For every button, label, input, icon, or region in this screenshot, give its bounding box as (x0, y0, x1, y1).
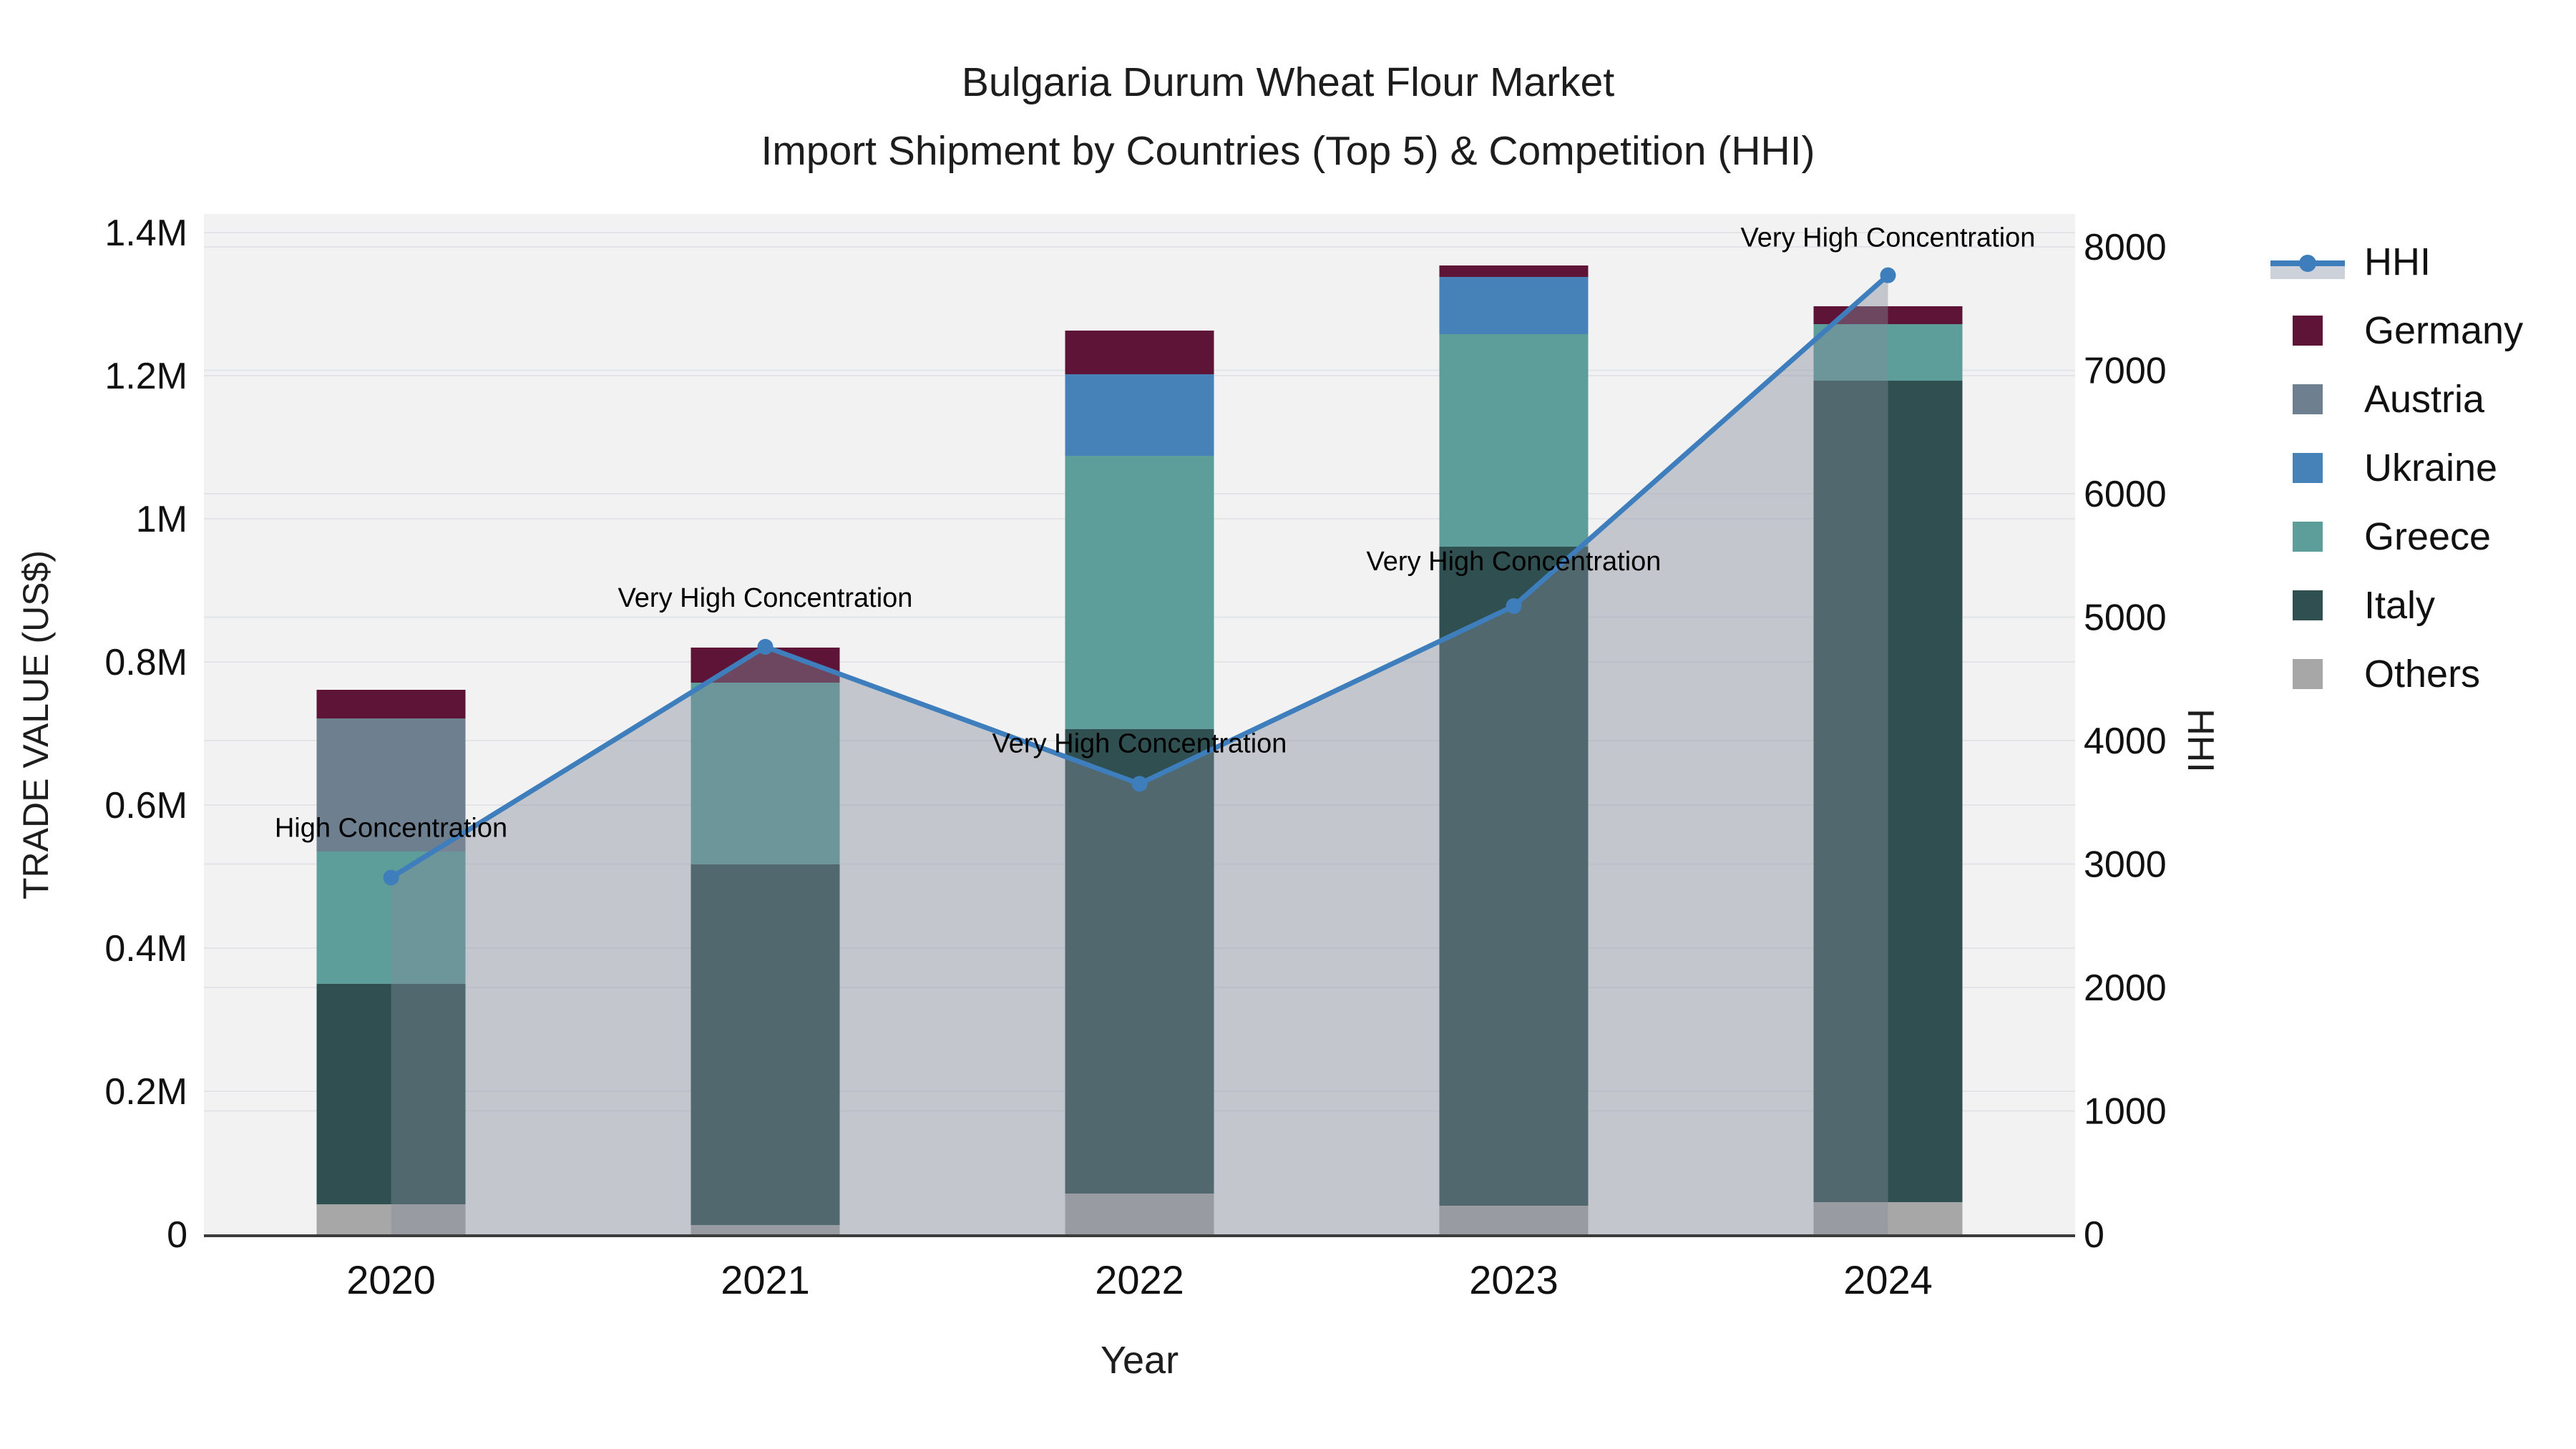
tick-left-0.2M: 0.2M (104, 1071, 187, 1113)
tick-left-0.4M: 0.4M (104, 928, 187, 970)
bar-segment-2024-others[interactable] (1813, 1202, 1963, 1234)
hhi-marker-2021[interactable] (757, 638, 774, 655)
bar-segment-2023-greece[interactable] (1439, 334, 1589, 547)
annotation-2024: Very High Concentration (1741, 223, 2036, 253)
legend-item-italy[interactable]: Italy (2261, 571, 2523, 640)
legend-label: Germany (2364, 309, 2524, 352)
tick-right-3000: 3000 (2084, 844, 2167, 886)
bar-segment-2024-italy[interactable] (1813, 381, 1963, 1202)
legend-item-hhi[interactable]: HHI (2261, 228, 2523, 296)
annotation-2021: Very High Concentration (618, 583, 913, 613)
bar-segment-2021-italy[interactable] (691, 864, 840, 1225)
hhi-area (391, 275, 1888, 1234)
legend-item-greece[interactable]: Greece (2261, 502, 2523, 571)
bar-segment-2023-others[interactable] (1439, 1206, 1589, 1234)
legend-item-others[interactable]: Others (2261, 640, 2523, 708)
tick-right-5000: 5000 (2084, 597, 2167, 639)
legend-label: Others (2364, 653, 2481, 696)
bar-segment-2022-others[interactable] (1065, 1194, 1214, 1234)
tick-x-2022: 2022 (1095, 1257, 1184, 1302)
bar-segment-2022-germany[interactable] (1065, 331, 1214, 374)
greece-swatch-icon (2293, 522, 2323, 552)
tick-right-4000: 4000 (2084, 721, 2167, 762)
legend: HHI Germany Austria Ukraine Greece Italy… (2261, 228, 2523, 708)
tick-right-8000: 8000 (2084, 227, 2167, 268)
tick-left-0.8M: 0.8M (104, 642, 187, 683)
annotation-2022: Very High Concentration (992, 728, 1287, 758)
tick-right-6000: 6000 (2084, 474, 2167, 515)
bar-segment-2023-ukraine[interactable] (1439, 277, 1589, 334)
annotation-2020: High Concentration (275, 813, 507, 843)
legend-label: Italy (2364, 584, 2436, 627)
ukraine-swatch-icon (2293, 453, 2323, 483)
bar-segment-2021-greece[interactable] (691, 683, 840, 864)
hhi-marker-2022[interactable] (1131, 776, 1148, 792)
chart-title-line1: Bulgaria Durum Wheat Flour Market (961, 59, 1615, 105)
hhi-marker-2023[interactable] (1506, 597, 1522, 614)
italy-swatch-icon (2293, 590, 2323, 620)
legend-label: Ukraine (2364, 447, 2498, 489)
tick-left-0.6M: 0.6M (104, 785, 187, 826)
others-swatch-icon (2293, 659, 2323, 689)
austria-swatch-icon (2293, 384, 2323, 414)
tick-right-0: 0 (2084, 1214, 2104, 1256)
hhi-marker-2024[interactable] (1880, 267, 1896, 283)
annotation-2023: Very High Concentration (1367, 547, 1662, 577)
hhi-line-area-icon (2261, 240, 2354, 284)
tick-left-0: 0 (167, 1214, 187, 1256)
bar-segment-2021-others[interactable] (691, 1225, 840, 1234)
bar-segment-2020-italy[interactable] (316, 984, 466, 1204)
tick-right-2000: 2000 (2084, 967, 2167, 1009)
bar-segment-2022-greece[interactable] (1065, 456, 1214, 729)
tick-left-1.2M: 1.2M (104, 356, 187, 397)
legend-label: HHI (2364, 240, 2431, 283)
legend-item-ukraine[interactable]: Ukraine (2261, 434, 2523, 502)
legend-label: Austria (2364, 378, 2485, 421)
x-axis-title: Year (1100, 1339, 1179, 1382)
bar-segment-2023-italy[interactable] (1439, 547, 1589, 1206)
bar-segment-2020-austria[interactable] (316, 718, 466, 852)
tick-x-2024: 2024 (1843, 1257, 1933, 1302)
tick-left-1M: 1M (136, 499, 187, 540)
bar-segment-2024-greece[interactable] (1813, 324, 1963, 381)
germany-swatch-icon (2293, 316, 2323, 346)
tick-x-2021: 2021 (721, 1257, 810, 1302)
bar-segment-2022-italy[interactable] (1065, 729, 1214, 1194)
bar-segment-2020-others[interactable] (316, 1204, 466, 1234)
legend-item-austria[interactable]: Austria (2261, 365, 2523, 434)
bar-segment-2020-germany[interactable] (316, 690, 466, 718)
tick-left-1.4M: 1.4M (104, 213, 187, 254)
tick-x-2023: 2023 (1469, 1257, 1558, 1302)
bar-segment-2022-ukraine[interactable] (1065, 374, 1214, 456)
bar-segment-2023-germany[interactable] (1439, 265, 1589, 277)
y-left-axis-title: TRADE VALUE (US$) (16, 550, 56, 900)
tick-x-2020: 2020 (346, 1257, 436, 1302)
chart-title-line2: Import Shipment by Countries (Top 5) & C… (761, 128, 1815, 174)
legend-item-germany[interactable]: Germany (2261, 296, 2523, 365)
tick-right-1000: 1000 (2084, 1091, 2167, 1133)
tick-right-7000: 7000 (2084, 351, 2167, 392)
legend-label: Greece (2364, 515, 2492, 558)
hhi-marker-2020[interactable] (383, 869, 399, 886)
y-right-axis-title: HHI (2180, 708, 2221, 773)
